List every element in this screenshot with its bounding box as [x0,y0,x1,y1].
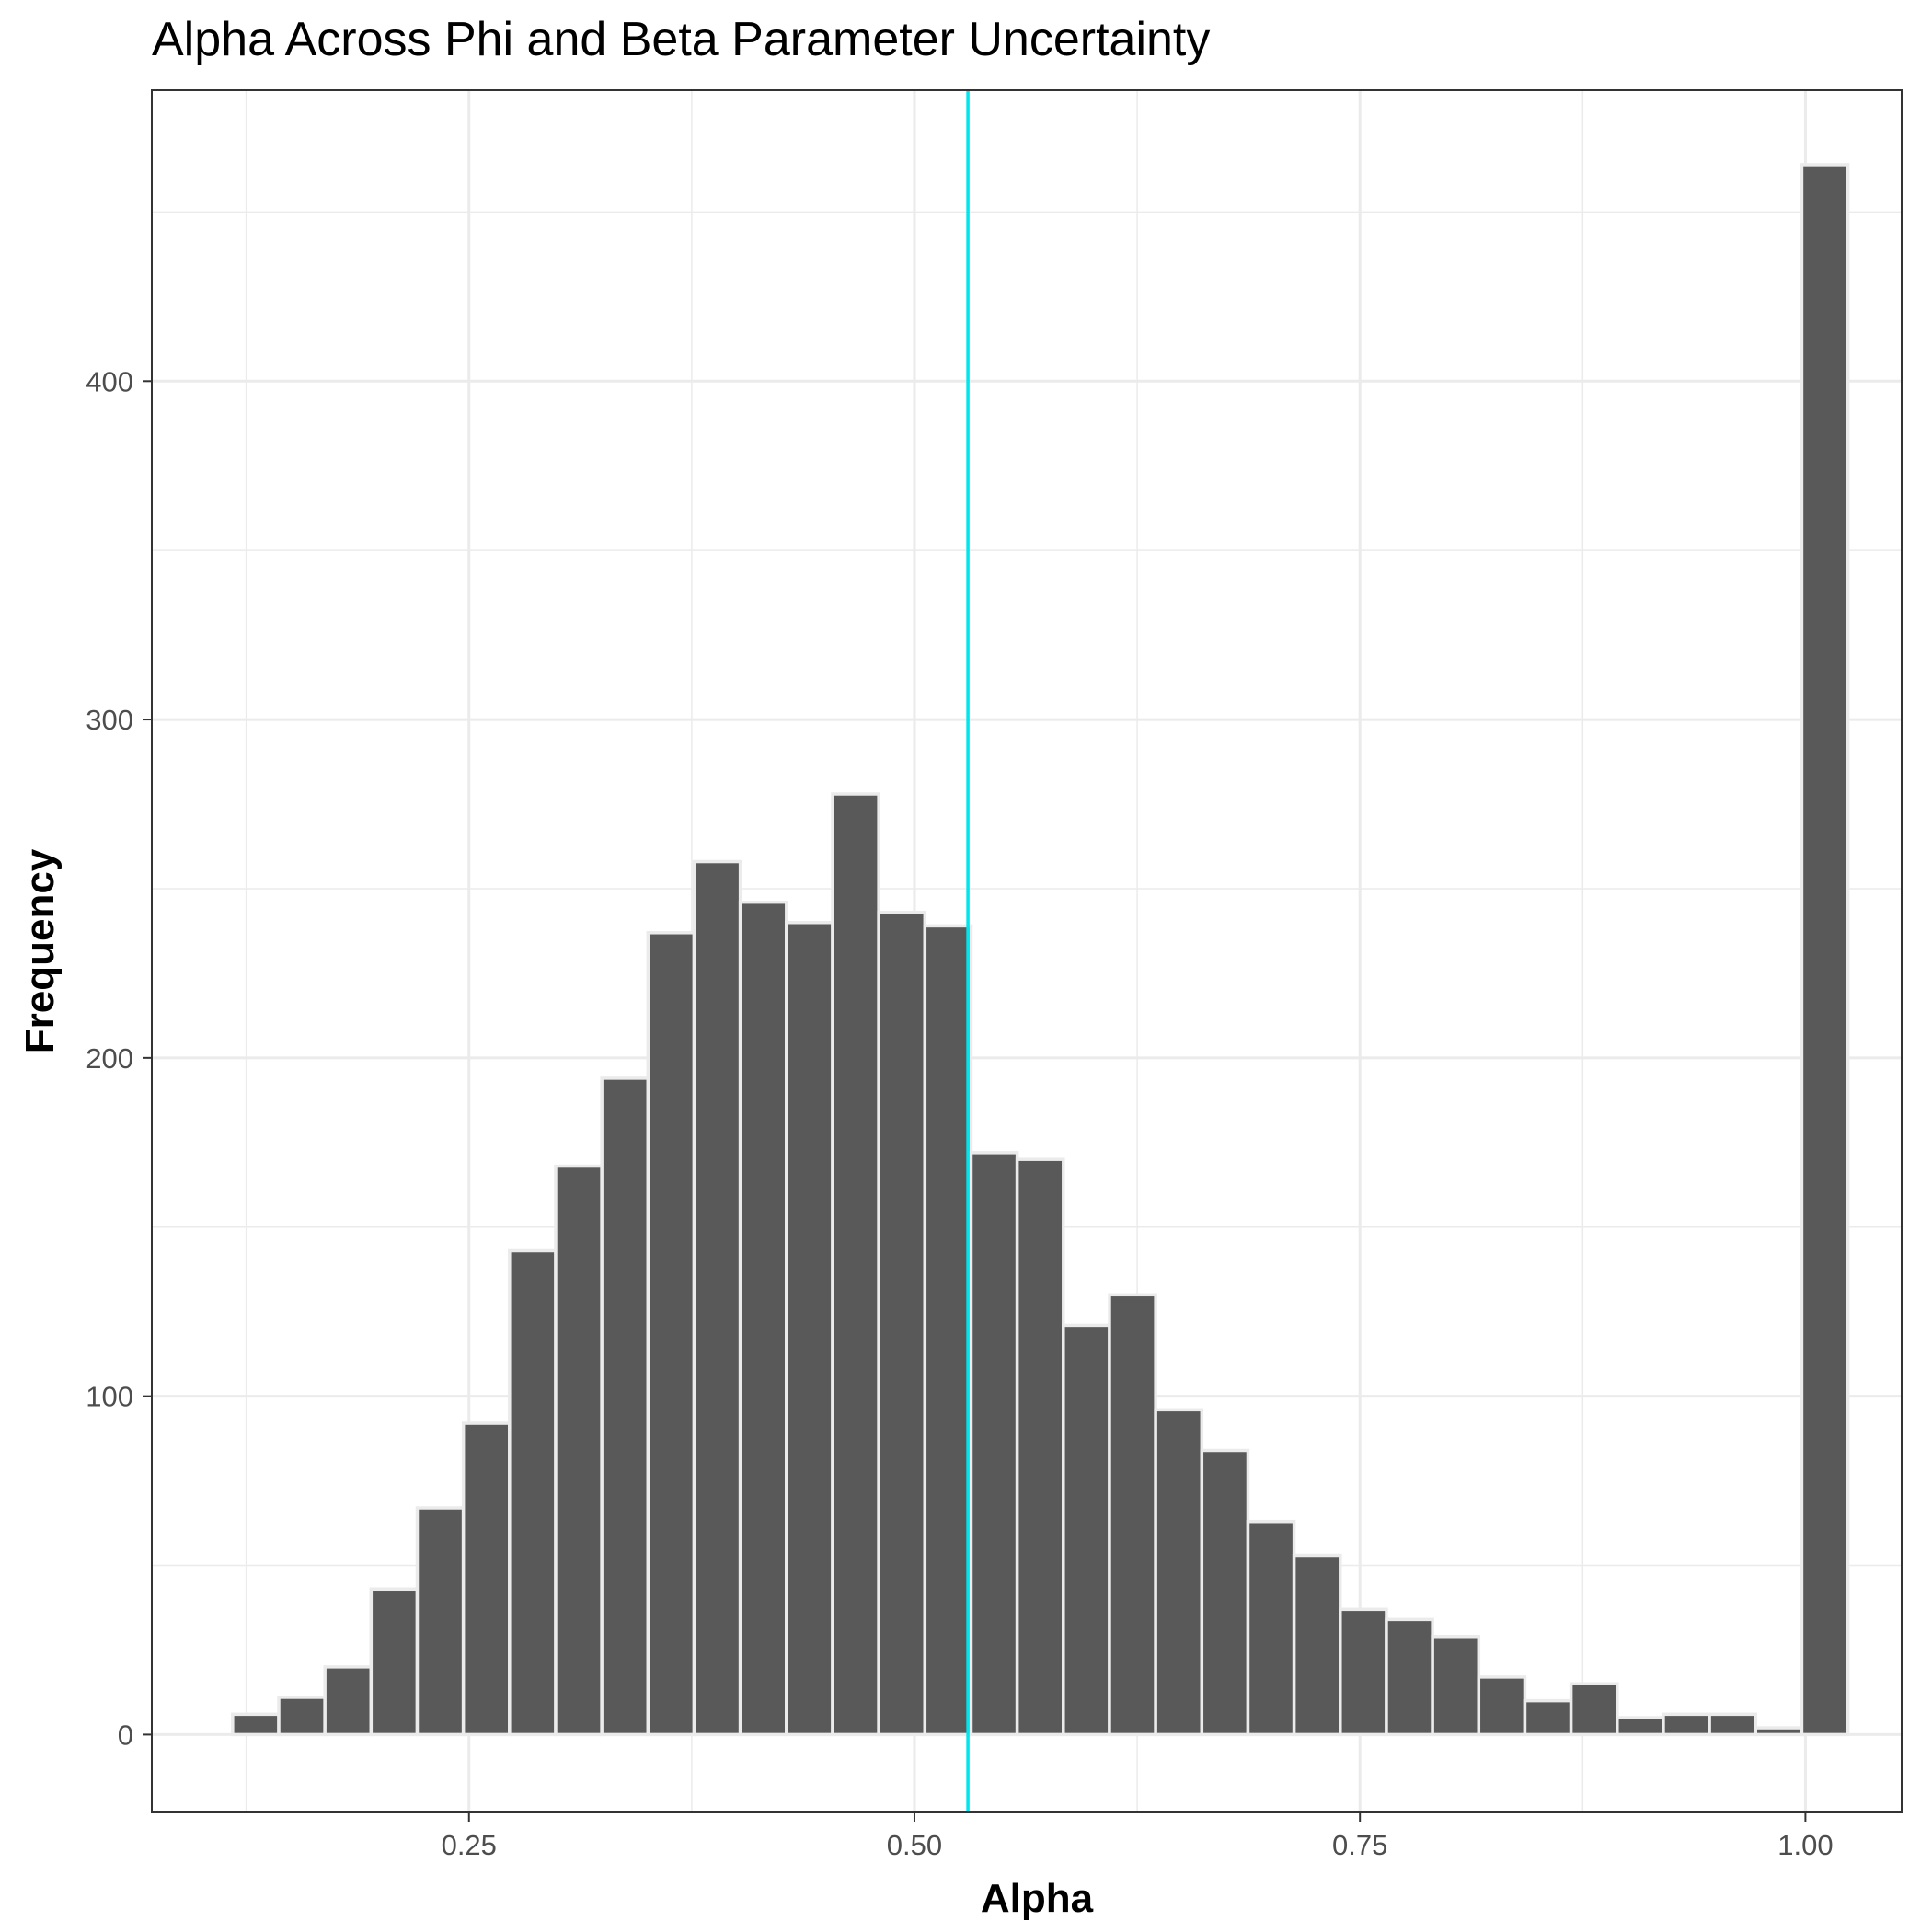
x-tick-label: 0.75 [1332,1829,1387,1861]
histogram-bar [646,931,696,1737]
x-axis-title: Alpha [981,1876,1094,1921]
histogram-bar [369,1587,420,1737]
histogram-bar [1662,1712,1711,1737]
histogram-bar [600,1076,650,1737]
histogram-bar [1108,1293,1157,1737]
histogram-bar [1292,1553,1342,1737]
y-tick-label: 300 [86,704,133,736]
plot-panel-border [151,89,1903,1813]
x-axis: 0.25 0.50 0.75 1.00 [442,1812,1834,1861]
histogram-bar [1754,1726,1804,1737]
histogram-bar [1015,1157,1065,1737]
histogram-bar [231,1712,281,1737]
histogram-bar [1477,1675,1527,1737]
histogram-bar [692,859,742,1737]
histogram-bar [1708,1712,1758,1737]
histogram-bar [508,1248,558,1737]
y-tick-label: 400 [86,365,133,397]
histogram-bar [877,910,927,1737]
histogram-bar [785,920,834,1737]
histogram-bar [831,792,880,1737]
x-tick-label: 1.00 [1777,1829,1833,1861]
histogram-bar [738,900,788,1737]
y-axis: 0 100 200 300 400 [86,365,152,1751]
y-tick-label: 0 [118,1719,133,1751]
chart-title: Alpha Across Phi and Beta Parameter Unce… [152,13,1210,66]
x-tick-label: 0.25 [442,1829,497,1861]
x-tick-label: 0.50 [887,1829,942,1861]
histogram-bar [554,1164,604,1737]
histogram-bar [1385,1617,1434,1737]
histogram-bar [461,1421,512,1737]
y-tick-label: 200 [86,1042,133,1075]
histogram-bar [1246,1519,1296,1737]
histogram-bar [1154,1408,1204,1737]
histogram-bar [277,1696,327,1737]
histogram-bar [1800,163,1850,1737]
histogram-bar [1616,1716,1665,1737]
histogram-bars [231,163,1850,1737]
histogram-bar [323,1665,374,1737]
histogram-bar [1431,1635,1481,1737]
histogram-bar [1062,1323,1111,1737]
histogram-bar [1200,1448,1250,1737]
histogram-bar [1569,1682,1619,1737]
histogram-bar [415,1506,466,1737]
histogram-bar [969,1151,1019,1737]
histogram-bar [923,924,973,1737]
y-axis-title: Frequency [17,848,63,1053]
y-tick-label: 100 [86,1381,133,1413]
histogram-bar [1339,1607,1388,1737]
histogram-bar [1523,1698,1573,1737]
